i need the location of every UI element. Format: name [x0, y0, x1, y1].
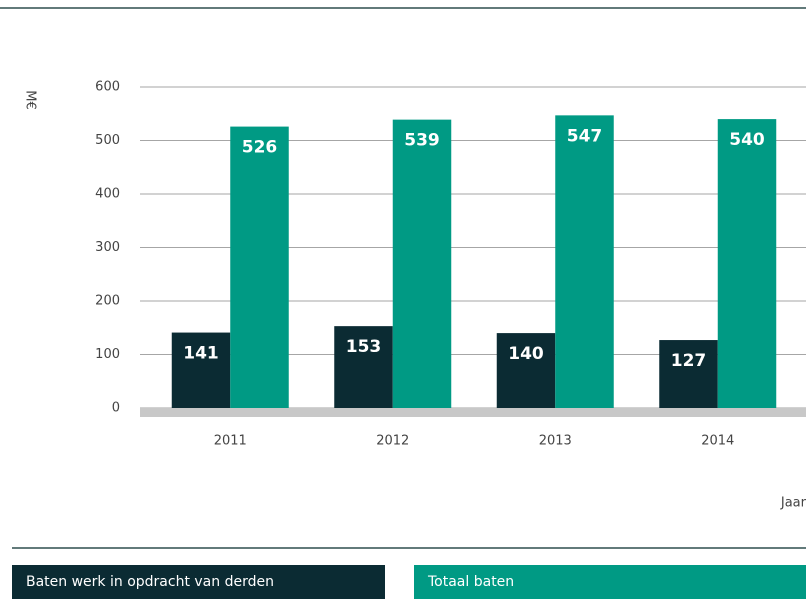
- bar: [392, 119, 452, 408]
- x-tick-label: 2013: [539, 434, 572, 449]
- bar: [717, 119, 777, 408]
- x-tick-label: 2011: [214, 434, 247, 449]
- legend-swatch: [12, 565, 385, 599]
- legend-swatch: [414, 565, 806, 599]
- bar: [496, 333, 556, 408]
- value-label: 539: [404, 131, 440, 151]
- value-label: 127: [671, 351, 707, 371]
- legend-label: Baten werk in opdracht van derden: [26, 574, 274, 590]
- legend-label: Totaal baten: [427, 574, 514, 590]
- value-label: 540: [729, 130, 765, 150]
- value-label: 547: [567, 126, 603, 146]
- value-label: 526: [242, 138, 278, 158]
- y-tick-label: 0: [112, 401, 120, 416]
- y-tick-label: 300: [95, 240, 120, 255]
- bar: [171, 332, 231, 408]
- bar: [334, 326, 393, 408]
- y-axis-label: M€: [23, 90, 38, 110]
- baseline: [140, 408, 806, 417]
- bar: [555, 115, 614, 408]
- value-label: 140: [508, 344, 544, 364]
- y-tick-label: 600: [95, 80, 120, 95]
- y-tick-label: 500: [95, 133, 120, 148]
- bar: [230, 126, 289, 408]
- x-tick-label: 2012: [376, 434, 409, 449]
- y-tick-label: 100: [95, 347, 120, 362]
- y-tick-label: 200: [95, 294, 120, 309]
- value-label: 141: [183, 344, 219, 364]
- value-label: 153: [346, 337, 382, 357]
- x-axis-label: Jaar: [780, 496, 806, 511]
- y-tick-label: 400: [95, 187, 120, 202]
- x-tick-label: 2014: [701, 434, 734, 449]
- bar: [659, 340, 718, 408]
